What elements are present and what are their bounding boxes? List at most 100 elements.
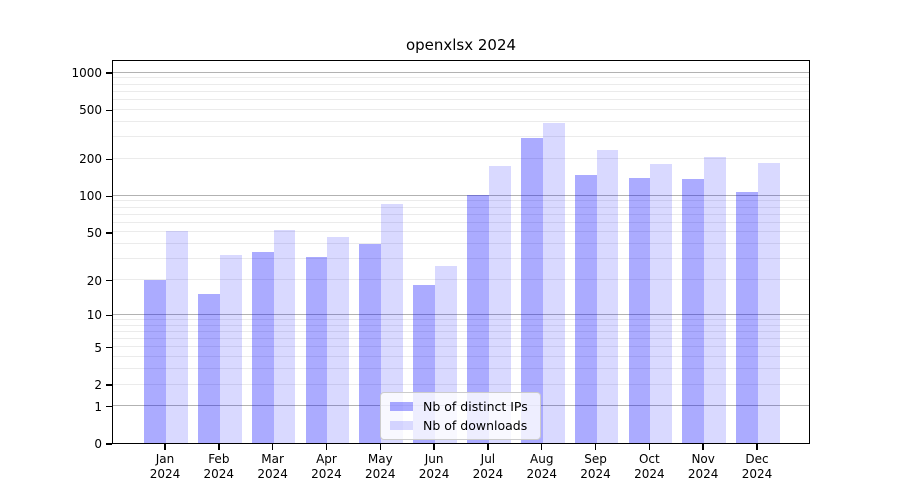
legend: Nb of distinct IPs Nb of downloads	[380, 392, 541, 440]
y-tick	[106, 314, 112, 316]
major-gridline	[113, 71, 809, 73]
minor-gridline	[113, 157, 809, 159]
x-tick-label-sep: Sep 2024	[580, 452, 611, 481]
y-tick	[106, 279, 112, 282]
y-tick-label: 500	[79, 103, 102, 118]
y-tick-label: 50	[86, 225, 102, 240]
bar-downloads-dec	[758, 162, 780, 443]
x-tick-label-mar: Mar 2024	[257, 452, 288, 481]
x-tick	[271, 444, 274, 450]
bar-distinct-ips-jan	[144, 279, 166, 443]
y-tick-label: 20	[86, 273, 102, 288]
minor-gridline	[113, 330, 809, 332]
minor-gridline	[113, 346, 809, 348]
y-tick	[106, 347, 112, 349]
minor-gridline	[113, 356, 809, 358]
bar-downloads-may	[381, 203, 404, 443]
x-tick	[594, 444, 597, 450]
x-tick-label-may: May 2024	[364, 452, 396, 481]
minor-gridline	[113, 90, 809, 92]
legend-label-distinct-ips: Nb of distinct IPs	[423, 399, 528, 414]
y-tick	[106, 158, 112, 160]
x-tick	[164, 444, 166, 450]
y-tick-label: 10	[86, 308, 102, 323]
x-tick-label-aug: Aug 2024	[526, 452, 557, 481]
y-tick-label: 1000	[71, 66, 102, 81]
minor-gridline	[113, 200, 809, 202]
x-tick	[218, 444, 220, 450]
x-tick-label-jun: Jun 2024	[418, 452, 450, 481]
minor-gridline	[113, 318, 809, 320]
bar-distinct-ips-dec	[736, 192, 758, 443]
x-tick-label-feb: Feb 2024	[203, 452, 235, 481]
minor-gridline	[113, 206, 809, 208]
y-tick	[106, 232, 112, 234]
y-tick-label: 2	[94, 378, 102, 393]
minor-gridline	[113, 243, 809, 245]
bar-distinct-ips-apr	[305, 256, 328, 443]
x-tick-label-oct: Oct 2024	[634, 452, 665, 481]
bar-downloads-mar	[273, 229, 296, 443]
bar-downloads-aug	[542, 123, 565, 443]
minor-gridline	[113, 338, 809, 340]
bar-downloads-apr	[327, 237, 350, 443]
legend-item-distinct-ips: Nb of distinct IPs	[390, 399, 531, 414]
chart-title: openxlsx 2024	[405, 36, 517, 54]
major-gridline	[113, 194, 809, 196]
bar-distinct-ips-sep	[574, 175, 597, 443]
legend-item-downloads: Nb of downloads	[390, 418, 531, 433]
minor-gridline	[113, 279, 809, 281]
y-tick-label: 200	[79, 152, 102, 167]
plot-area	[112, 60, 810, 444]
major-gridline	[113, 313, 809, 315]
minor-gridline	[113, 77, 809, 79]
bar-distinct-ips-aug	[520, 138, 543, 443]
x-tick-label-dec: Dec 2024	[741, 452, 773, 481]
y-tick	[106, 406, 112, 408]
y-tick	[106, 195, 112, 197]
x-tick-label-jul: Jul 2024	[472, 452, 504, 481]
bar-distinct-ips-jul	[467, 195, 489, 443]
minor-gridline	[113, 108, 809, 110]
x-tick-label-nov: Nov 2024	[687, 452, 719, 481]
x-tick	[325, 444, 328, 450]
minor-gridline	[113, 231, 809, 233]
x-tick	[379, 444, 381, 450]
y-tick-label: 1	[94, 399, 102, 414]
y-tick	[106, 384, 112, 386]
legend-swatch-distinct-ips	[390, 402, 413, 411]
bar-distinct-ips-oct	[628, 177, 651, 443]
bar-downloads-jul	[488, 166, 511, 443]
bar-distinct-ips-mar	[251, 252, 274, 443]
y-tick	[106, 109, 112, 111]
x-tick	[648, 444, 651, 450]
legend-label-downloads: Nb of downloads	[423, 418, 528, 433]
bar-downloads-oct	[650, 163, 673, 443]
x-tick	[487, 444, 489, 450]
bar-distinct-ips-feb	[198, 294, 220, 443]
minor-gridline	[113, 258, 809, 260]
y-tick	[106, 443, 112, 445]
bar-downloads-sep	[596, 150, 619, 443]
minor-gridline	[113, 120, 809, 122]
x-tick-label-apr: Apr 2024	[311, 452, 342, 481]
x-tick	[433, 444, 435, 450]
minor-gridline	[113, 213, 809, 215]
x-tick	[702, 444, 704, 450]
y-tick-label: 100	[79, 189, 102, 204]
bar-distinct-ips-may	[359, 243, 382, 443]
minor-gridline	[113, 383, 809, 385]
minor-gridline	[113, 83, 809, 85]
y-tick-label: 5	[94, 340, 102, 355]
minor-gridline	[113, 136, 809, 138]
bar-downloads-feb	[219, 255, 242, 443]
minor-gridline	[113, 98, 809, 100]
minor-gridline	[113, 221, 809, 223]
y-tick-label: 0	[94, 437, 102, 451]
minor-gridline	[113, 368, 809, 370]
bar-distinct-ips-nov	[682, 179, 705, 443]
bar-downloads-jan	[166, 230, 188, 443]
legend-swatch-downloads	[390, 421, 413, 430]
y-tick	[106, 72, 112, 74]
